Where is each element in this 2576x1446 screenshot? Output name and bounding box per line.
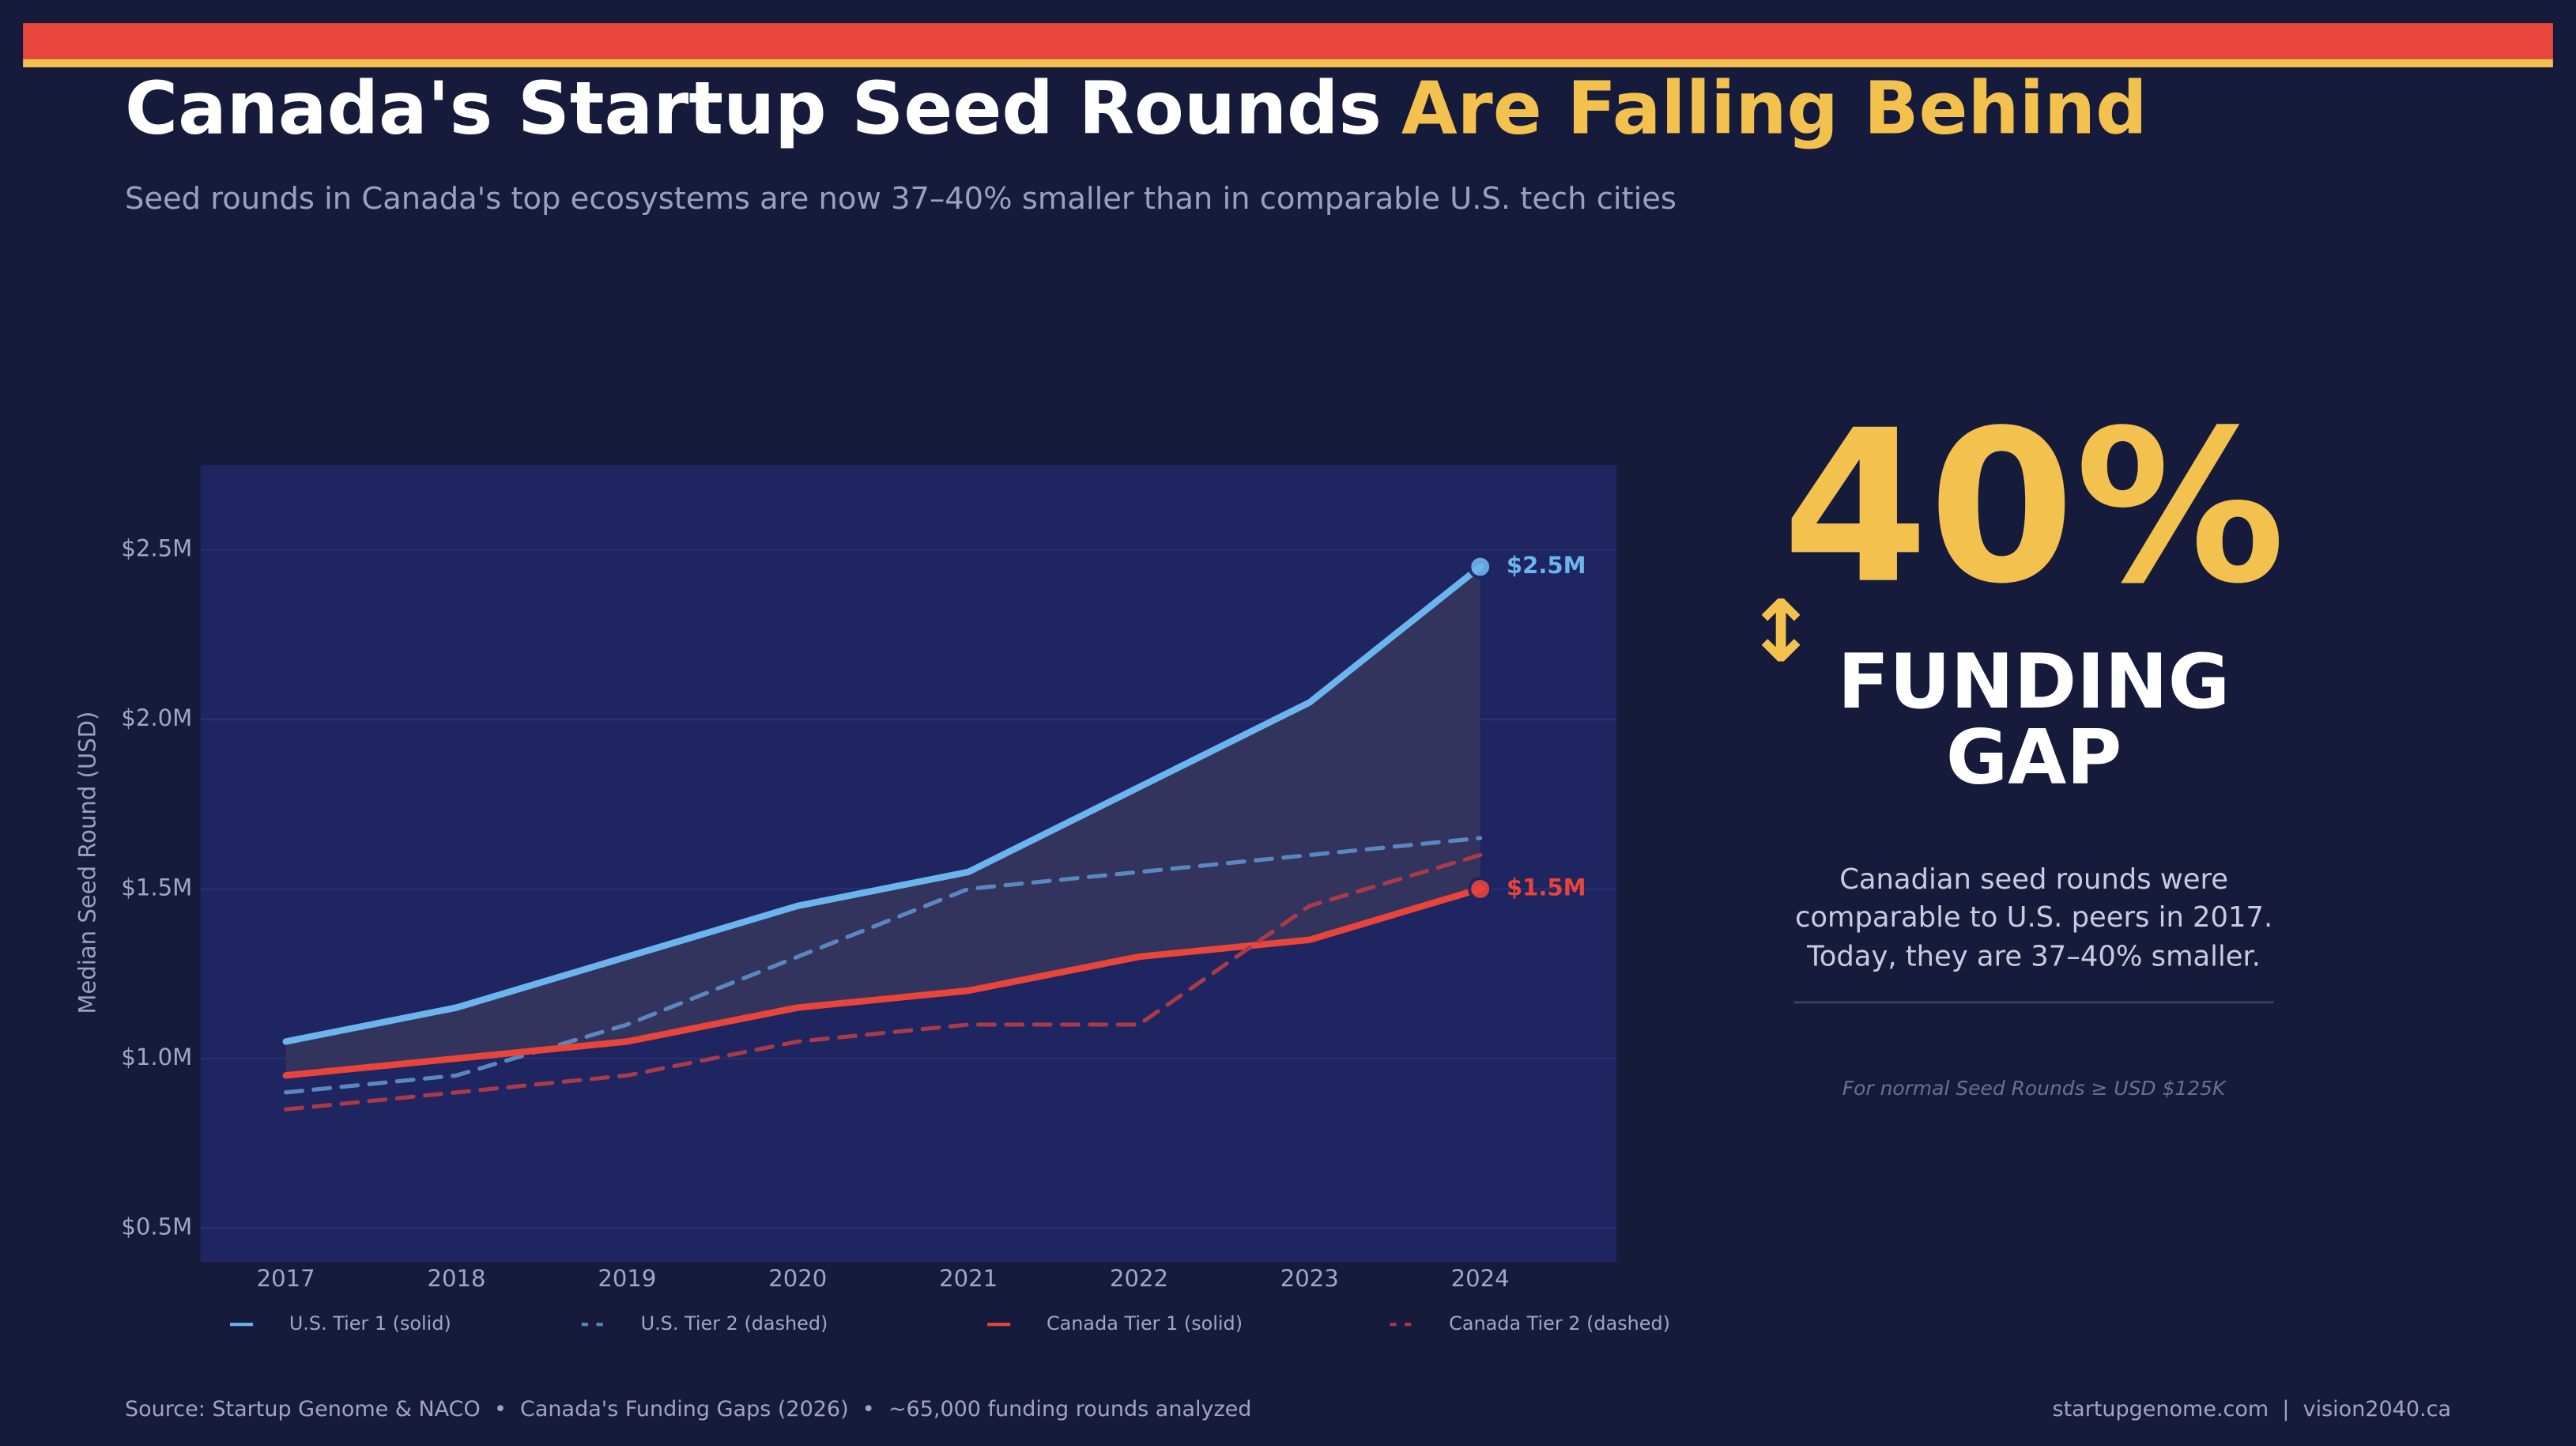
y-axis-label: Median Seed Round (USD) <box>74 712 100 1014</box>
footer-sites: startupgenome.com | vision2040.ca <box>2053 1397 2451 1421</box>
x-tick-label: 2020 <box>768 1265 827 1292</box>
footer-source: Source: Startup Genome & NACO • Canada's… <box>125 1397 1251 1421</box>
plot: $0.5M $1.0M $1.5M $2.0M $2.5M 2017 2018 2019 202… <box>121 534 1670 1335</box>
x-tick-label: 2023 <box>1280 1265 1339 1292</box>
legend-label: U.S. Tier 2 (dashed) <box>641 1312 828 1335</box>
y-tick-label: $0.5M <box>121 1213 192 1240</box>
title-highlight: Are Falling Behind <box>1401 66 2148 150</box>
callout-desc: Today, they are 37–40% smaller. <box>1806 941 2261 973</box>
value-label: $1.5M <box>1507 874 1586 900</box>
top-bar <box>23 23 2553 59</box>
value-label: $2.5M <box>1507 552 1586 579</box>
end-marker <box>1468 876 1493 901</box>
y-tick-label: $2.5M <box>121 534 192 561</box>
subtitle: Seed rounds in Canada's top ecosystems a… <box>125 181 1676 217</box>
arrow-icon: ↕ <box>1745 583 1817 681</box>
x-tick-label: 2022 <box>1110 1265 1168 1292</box>
title: Canada's Startup Seed Rounds <box>125 66 1382 150</box>
x-tick-label: 2017 <box>257 1265 315 1292</box>
y-tick-label: $1.5M <box>121 874 192 900</box>
top-strip <box>23 59 2553 68</box>
callout-line: GAP <box>1946 713 2122 802</box>
big-stat: 40% <box>1782 385 2286 630</box>
callout-desc: comparable to U.S. peers in 2017. <box>1795 901 2272 934</box>
x-tick-label: 2021 <box>939 1265 998 1292</box>
y-tick-label: $2.0M <box>121 704 192 731</box>
x-tick-label: 2024 <box>1451 1265 1510 1292</box>
series-line <box>284 836 1483 1095</box>
end-marker <box>1468 554 1493 580</box>
callout-note: For normal Seed Rounds ≥ USD $125K <box>1842 1077 2227 1100</box>
callout-line: FUNDING <box>1838 637 2230 726</box>
legend-label: Canada Tier 1 (solid) <box>1047 1312 1243 1335</box>
x-tick-label: 2019 <box>598 1265 656 1292</box>
callout-desc: Canadian seed rounds were <box>1839 863 2228 896</box>
gap-area <box>285 566 1480 1076</box>
series-line <box>284 852 1483 1112</box>
series-line <box>282 563 1484 1045</box>
y-tick-label: $1.0M <box>121 1044 192 1070</box>
legend-label: U.S. Tier 1 (solid) <box>289 1312 451 1335</box>
series-line <box>282 885 1484 1079</box>
legend-label: Canada Tier 2 (dashed) <box>1449 1312 1670 1335</box>
x-tick-label: 2018 <box>428 1265 486 1292</box>
